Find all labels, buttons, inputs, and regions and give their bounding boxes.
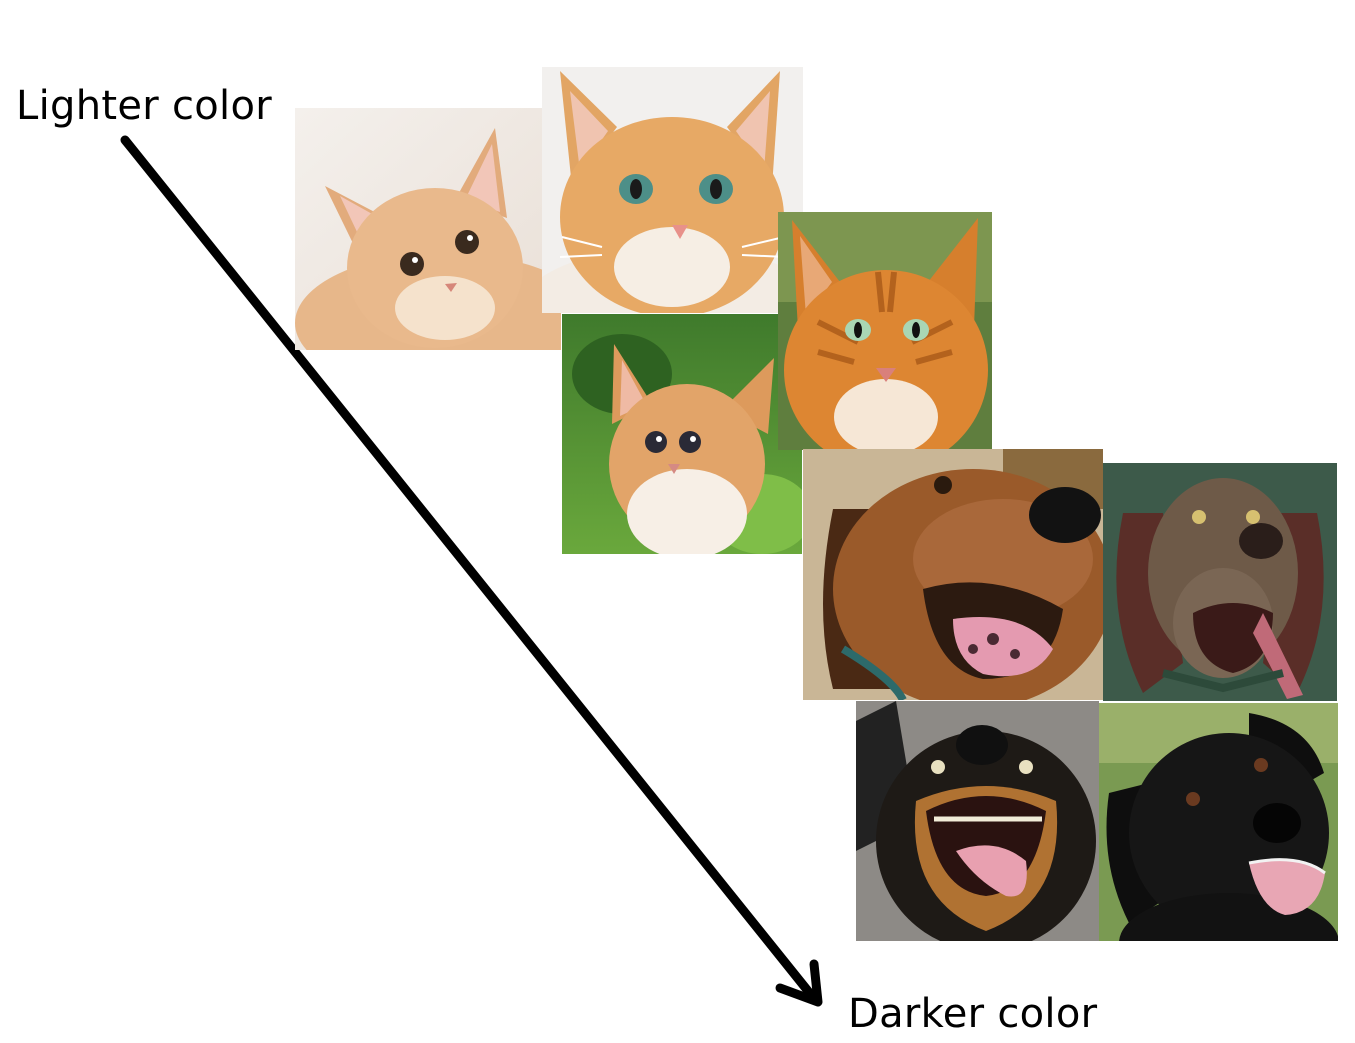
cat-photo-1 [295,108,561,350]
kitten-icon [542,67,803,313]
cat-photo-2 [542,67,803,313]
arrow-head [775,959,823,1007]
dog-icon [1099,703,1338,941]
dog-icon [803,449,1103,700]
darker-color-label: Darker color [848,991,1098,1037]
cat-photo-4 [778,212,992,450]
dog-icon [1103,463,1337,701]
kitten-icon [295,108,561,350]
dog-photo-1 [803,449,1103,700]
cat-icon [778,212,992,450]
dog-icon [856,701,1099,941]
dog-photo-3 [856,701,1099,941]
dog-photo-2 [1103,463,1337,701]
cat-photo-3 [562,314,802,554]
dog-photo-4 [1099,703,1338,941]
arrow-shaft [120,135,817,1001]
lighter-color-label: Lighter color [16,83,272,129]
kitten-icon [562,314,802,554]
